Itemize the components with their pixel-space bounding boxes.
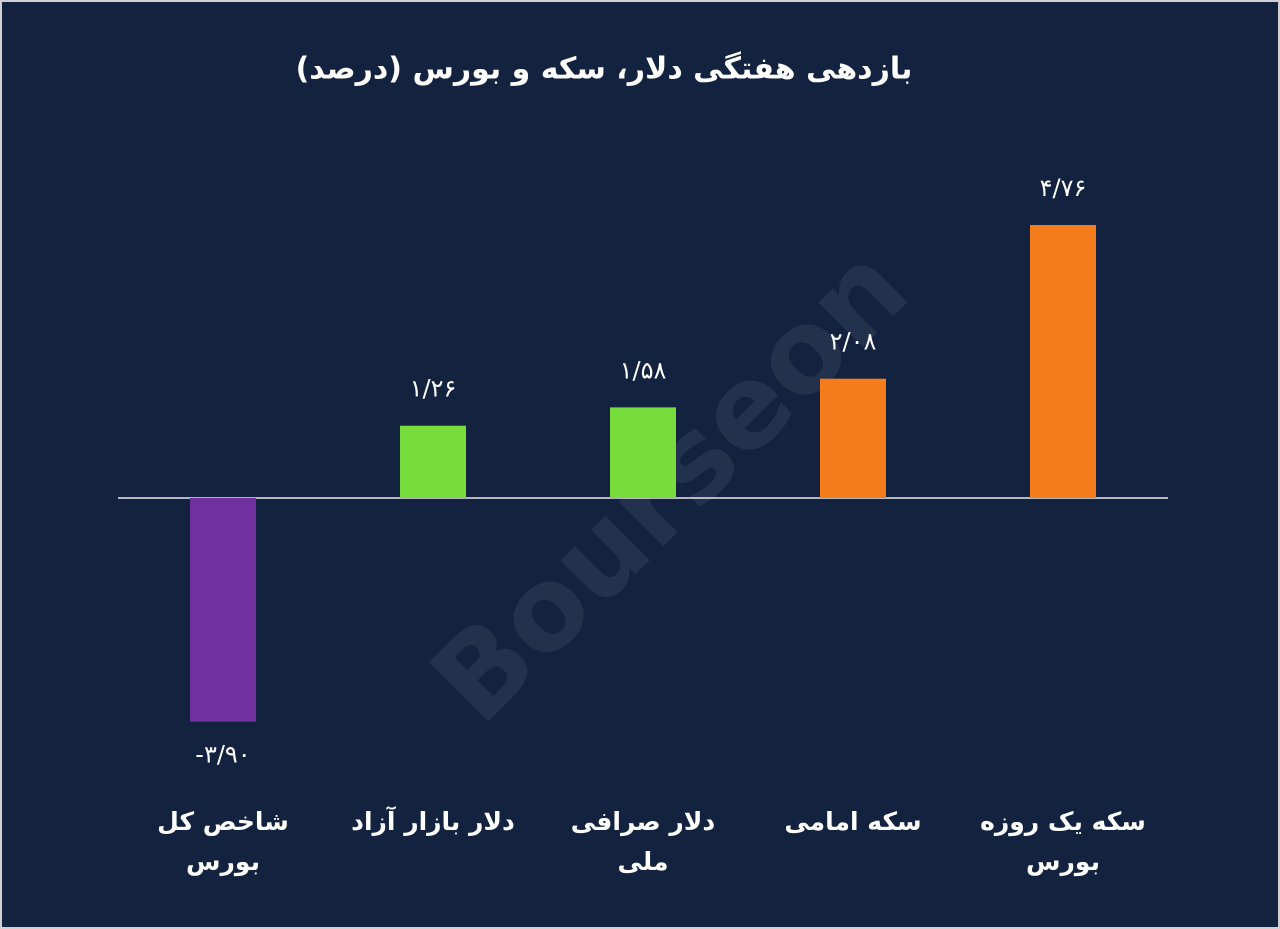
value-label: -۳/۹۰ (195, 741, 250, 769)
x-tick-label: دلار بازار آزاد (351, 807, 515, 836)
x-tick-label: شاخص کل بورس (157, 807, 289, 876)
x-tick-label: سکه یک روزه بورس (980, 807, 1146, 876)
value-label: ۱/۵۸ (620, 356, 667, 384)
chart-title: بازدهی هفتگی دلار، سکه و بورس (درصد) (296, 51, 913, 87)
value-label: ۴/۷۶ (1040, 174, 1087, 202)
bar (820, 378, 886, 498)
value-label: ۲/۰۸ (830, 328, 877, 356)
bar (1030, 225, 1096, 498)
bar (610, 407, 676, 498)
x-tick-label: دلار صرافی ملی (570, 807, 716, 876)
bar (190, 498, 256, 722)
bar (400, 425, 466, 498)
x-tick-label: سکه امامی (784, 807, 922, 836)
value-label: ۱/۲۶ (410, 375, 457, 403)
